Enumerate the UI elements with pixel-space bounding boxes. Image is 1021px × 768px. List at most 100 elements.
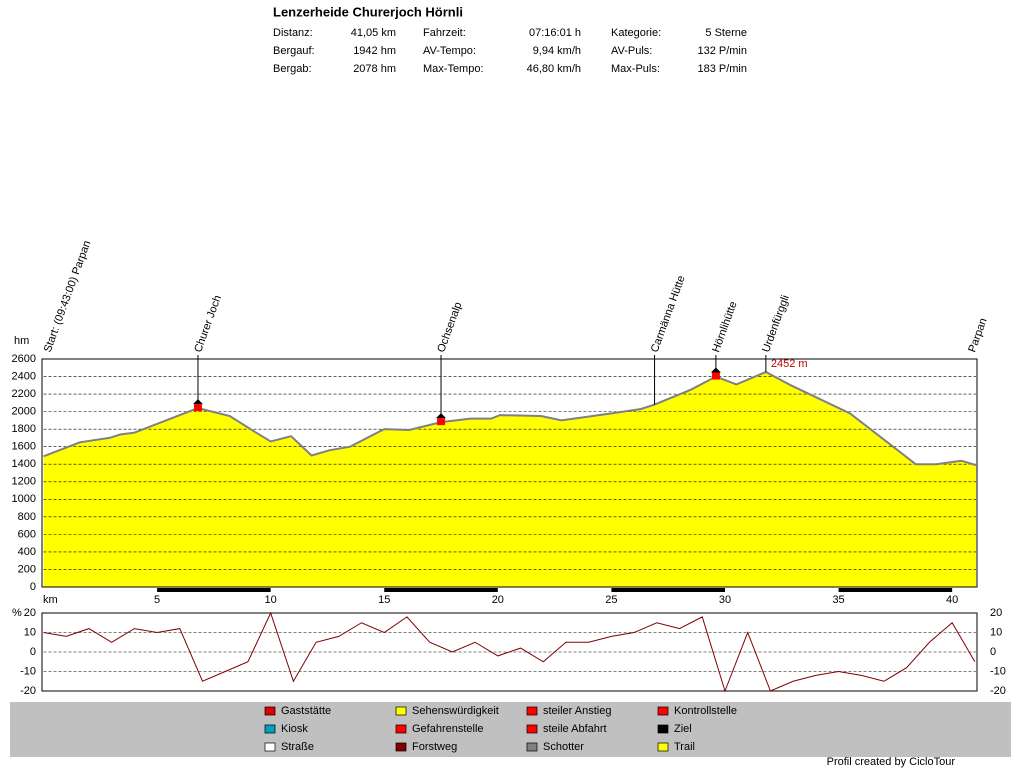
y-tick-label: 2400	[12, 370, 36, 382]
stat: 41,05 km	[351, 27, 396, 39]
legend-icon	[395, 742, 407, 752]
legend-label: Sehenswürdigkeit	[412, 705, 499, 717]
stat: 07:16:01 h	[529, 27, 581, 39]
elevation-line	[43, 370, 977, 467]
legend-label: Trail	[674, 741, 695, 753]
stat: Fahrzeit:	[423, 27, 466, 39]
stat: 9,94 km/h	[533, 45, 581, 57]
plot-frame	[41, 358, 978, 588]
annotation: 2452 m	[771, 358, 808, 370]
x-axis-label: km	[43, 594, 58, 606]
x-tick-label: 25	[605, 594, 617, 606]
stat: 5 Sterne	[705, 27, 747, 39]
legend-icon	[657, 724, 669, 734]
stat: 2078 hm	[353, 63, 396, 75]
legend-icon	[526, 724, 538, 734]
x-tick-label: 35	[832, 594, 844, 606]
hut-icon	[436, 413, 447, 419]
legend-label: Kiosk	[281, 723, 308, 735]
waypoint-label: Urdenfürggli	[760, 294, 792, 354]
hut-icon	[192, 399, 203, 405]
y-tick-label: 2200	[12, 388, 36, 400]
y-axis-label: hm	[14, 335, 29, 347]
x-tick-label: 20	[492, 594, 504, 606]
y-tick-label: 1200	[12, 476, 36, 488]
stat: 132 P/min	[697, 45, 747, 57]
y-tick-label: 20	[24, 607, 36, 619]
hut-icon	[710, 367, 721, 373]
gradient-line	[43, 611, 976, 693]
y-tick-label: 1000	[12, 493, 36, 505]
y-tick-label: 10	[24, 626, 36, 638]
legend-icon	[395, 706, 407, 716]
y-tick-label-right: -20	[990, 685, 1006, 697]
legend-label: Forstweg	[412, 741, 457, 753]
stat: AV-Puls:	[611, 45, 652, 57]
km-band	[157, 588, 271, 592]
title: Lenzerheide Churerjoch Hörnli	[273, 4, 463, 19]
legend-icon	[526, 706, 538, 716]
stat: Bergab:	[273, 63, 312, 75]
x-tick-label: 40	[946, 594, 958, 606]
legend-label: Kontrollstelle	[674, 705, 737, 717]
legend-label: Straße	[281, 741, 314, 753]
waypoint-label: Churer Joch	[192, 294, 224, 354]
waypoint-label: Parpan	[966, 317, 989, 354]
waypoint-label: Hörnlihütte	[710, 300, 739, 354]
y-tick-label: 1400	[12, 458, 36, 470]
y-tick-label: 1800	[12, 423, 36, 435]
y-tick-label: -10	[20, 665, 36, 677]
legend-icon	[264, 706, 276, 716]
legend-icon	[395, 724, 407, 734]
legend-label: Ziel	[674, 723, 692, 735]
legend-label: steiler Anstieg	[543, 705, 611, 717]
stat: Distanz:	[273, 27, 313, 39]
stat: Bergauf:	[273, 45, 315, 57]
y-tick-label: 1600	[12, 441, 36, 453]
legend-box	[10, 702, 1011, 757]
elevation-area	[43, 371, 976, 587]
y-tick-label: 0	[30, 581, 36, 593]
hut-icon	[711, 372, 720, 380]
stat: 183 P/min	[697, 63, 747, 75]
legend-icon	[264, 724, 276, 734]
legend-icon	[264, 742, 276, 752]
waypoint-label: Start: (09:43:00) Parpan	[42, 239, 94, 354]
y-tick-label: -20	[20, 685, 36, 697]
y-tick-label: 2600	[12, 353, 36, 365]
stat: Max-Tempo:	[423, 63, 484, 75]
y-tick-label: 0	[30, 646, 36, 658]
legend-label: Schotter	[543, 741, 584, 753]
y-tick-label: 800	[18, 511, 36, 523]
y-tick-label-right: 10	[990, 626, 1002, 638]
y-tick-label-right: 0	[990, 646, 996, 658]
footer: Profil created by CicloTour	[827, 756, 956, 768]
km-band	[384, 588, 498, 592]
plot-frame	[41, 612, 978, 692]
legend-label: steile Abfahrt	[543, 723, 607, 735]
hut-icon	[437, 418, 446, 426]
km-band	[611, 588, 725, 592]
stat: Kategorie:	[611, 27, 661, 39]
hut-icon	[193, 404, 202, 412]
y-tick-label: 400	[18, 546, 36, 558]
legend-icon	[526, 742, 538, 752]
y-tick-label-right: -10	[990, 665, 1006, 677]
x-tick-label: 5	[154, 594, 160, 606]
legend-icon	[657, 706, 669, 716]
waypoint-label: Ochsenalp	[435, 300, 464, 354]
stat: 1942 hm	[353, 45, 396, 57]
y-tick-label: 2000	[12, 406, 36, 418]
stat: 46,80 km/h	[527, 63, 581, 75]
stat: Max-Puls:	[611, 63, 660, 75]
waypoint-label: Carmänna Hütte	[649, 274, 688, 354]
km-band	[838, 588, 953, 592]
legend-icon	[657, 742, 669, 752]
y-tick-label: 200	[18, 563, 36, 575]
y-tick-label: 600	[18, 528, 36, 540]
stat: AV-Tempo:	[423, 45, 476, 57]
y-tick-label-right: 20	[990, 607, 1002, 619]
x-tick-label: 30	[719, 594, 731, 606]
y-unit: %	[12, 607, 22, 619]
